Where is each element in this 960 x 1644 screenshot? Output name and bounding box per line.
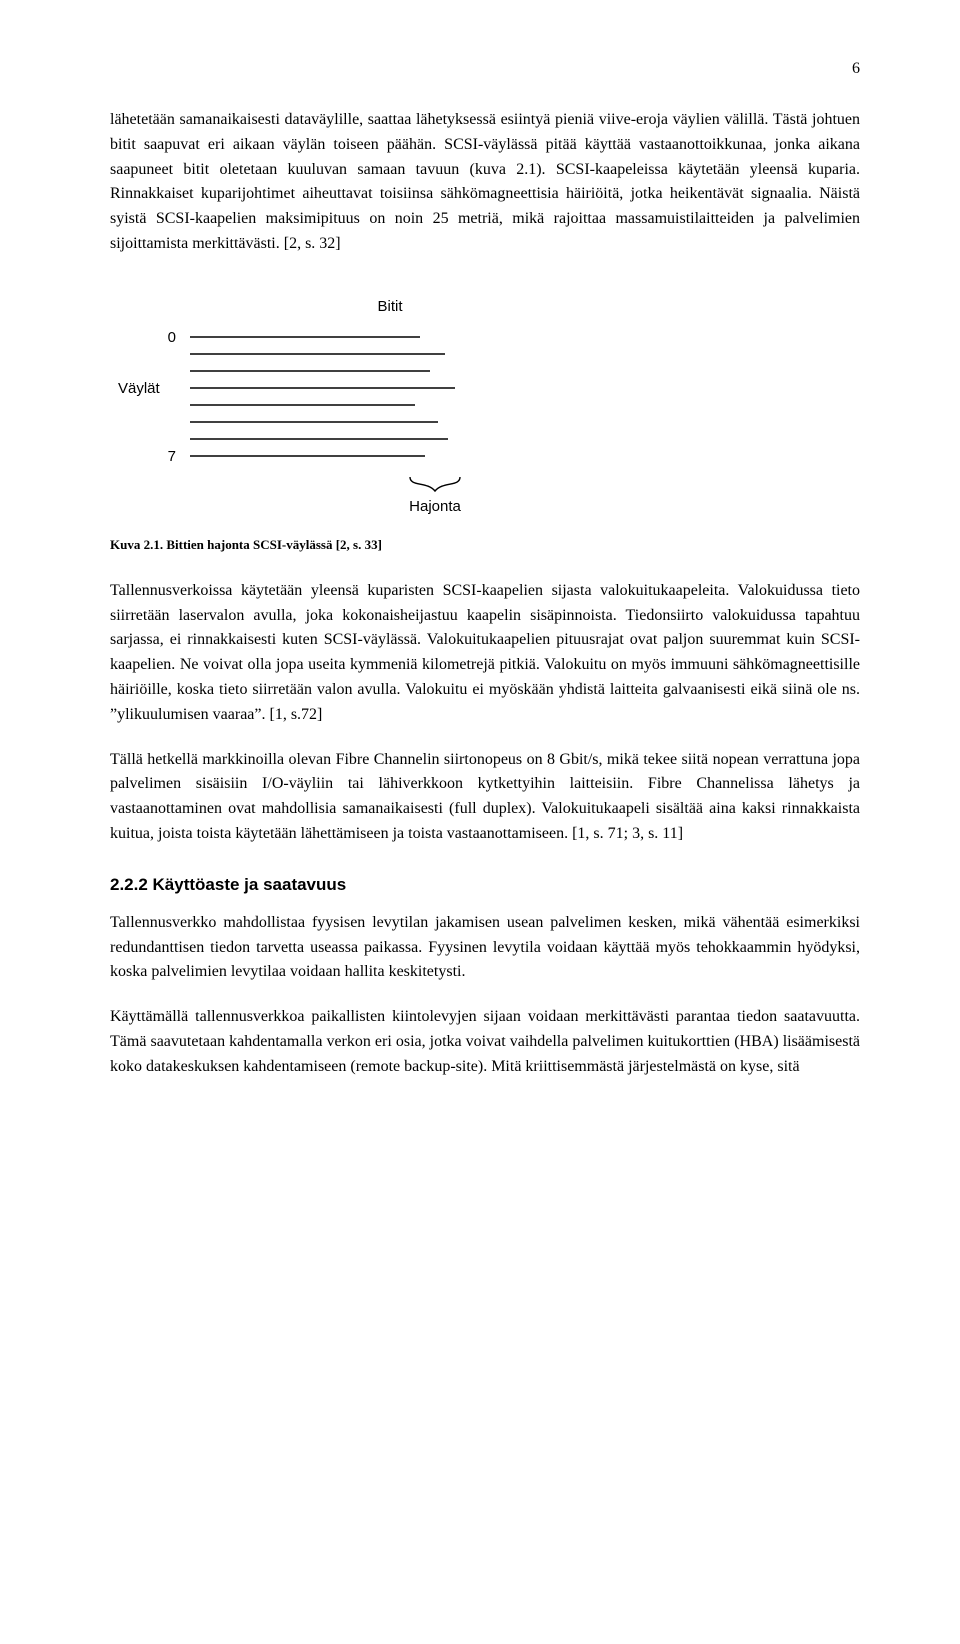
paragraph-3: Tällä hetkellä markkinoilla olevan Fibre…	[110, 748, 860, 847]
paragraph-4: Tallennusverkko mahdollistaa fyysisen le…	[110, 911, 860, 985]
paragraph-1: lähetetään samanaikaisesti dataväylille,…	[110, 108, 860, 257]
section-heading-2-2-2: 2.2.2 Käyttöaste ja saatavuus	[110, 875, 860, 895]
figure-caption: Kuva 2.1. Bittien hajonta SCSI-väylässä …	[110, 537, 860, 553]
svg-text:Hajonta: Hajonta	[409, 498, 461, 515]
svg-text:0: 0	[168, 329, 176, 346]
svg-text:Bitit: Bitit	[377, 298, 403, 315]
page-number: 6	[110, 60, 860, 78]
svg-text:7: 7	[168, 448, 176, 465]
figure-svg: Bitit 0 Väylät 7 Hajonta	[110, 287, 490, 517]
figure-2-1: Bitit 0 Väylät 7 Hajonta	[110, 287, 860, 517]
paragraph-5: Käyttämällä tallennusverkkoa paikalliste…	[110, 1005, 860, 1079]
svg-text:Väylät: Väylät	[118, 380, 161, 397]
page: 6 lähetetään samanaikaisesti dataväylill…	[0, 0, 960, 1180]
paragraph-2: Tallennusverkoissa käytetään yleensä kup…	[110, 579, 860, 728]
